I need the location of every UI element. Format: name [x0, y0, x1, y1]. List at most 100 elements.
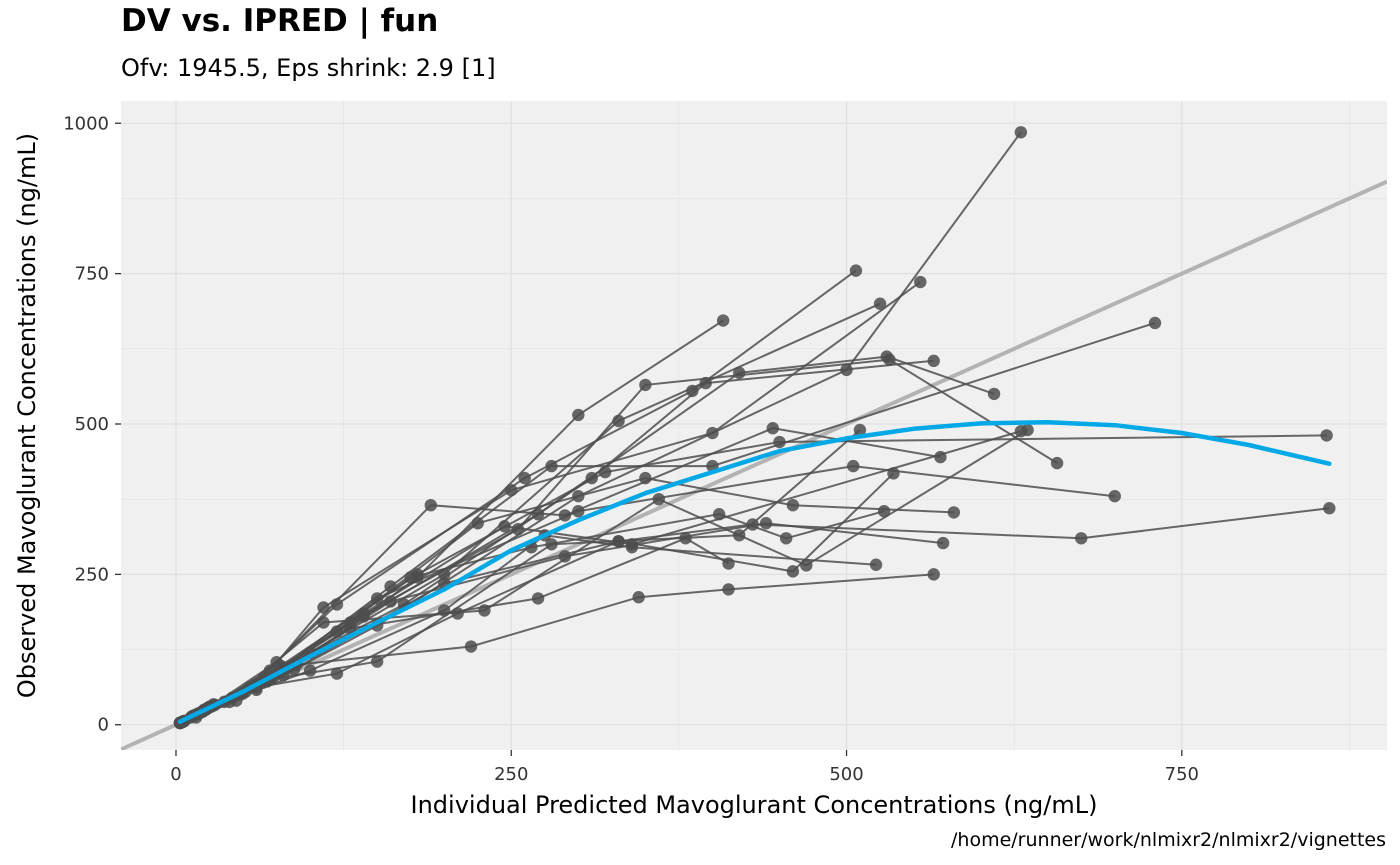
data-point [572, 489, 585, 503]
data-point [317, 616, 330, 629]
data-point [759, 517, 773, 530]
data-point [1323, 502, 1336, 515]
x-tick-label: 0 [170, 764, 181, 785]
y-tick-label: 250 [75, 564, 109, 585]
x-axis-title: Individual Predicted Mavoglurant Concent… [411, 791, 1098, 819]
data-point [464, 640, 478, 653]
data-point [558, 509, 572, 522]
data-point [438, 604, 451, 617]
data-point [531, 508, 545, 521]
data-point [471, 517, 484, 530]
y-tick-label: 0 [98, 715, 109, 736]
data-point [699, 376, 712, 390]
data-point [686, 384, 699, 398]
data-point [639, 378, 652, 392]
data-point [330, 598, 344, 611]
data-point [847, 459, 860, 473]
data-point [947, 506, 961, 519]
data-point [370, 655, 384, 668]
data-point [733, 529, 746, 542]
data-point [840, 363, 853, 377]
data-point [679, 532, 692, 545]
data-point [1148, 316, 1162, 330]
data-point [773, 435, 786, 449]
x-tick-label: 500 [829, 764, 863, 785]
data-point [1320, 429, 1333, 442]
data-point [518, 471, 531, 485]
data-point [330, 667, 344, 680]
data-point [384, 580, 397, 593]
data-point [800, 559, 813, 572]
x-tick-label: 750 [1165, 764, 1199, 785]
data-point [877, 505, 891, 518]
data-point [873, 297, 887, 310]
identity-line-layer [121, 179, 1387, 750]
data-point [505, 483, 518, 497]
data-point [558, 550, 572, 563]
data-point [869, 558, 883, 571]
data-point [1021, 423, 1034, 437]
data-point [716, 314, 730, 327]
data-point [927, 354, 940, 368]
y-axis-title: Observed Mavoglurant Concentrations (ng/… [13, 133, 41, 698]
y-tick-label: 1000 [63, 113, 109, 134]
data-point [572, 408, 585, 422]
data-point [438, 568, 451, 581]
data-point [330, 625, 344, 638]
data-point [451, 607, 464, 620]
data-point [712, 508, 726, 521]
data-point [404, 571, 417, 584]
data-point [498, 520, 511, 533]
axes: 0 250 500 750 0 250 500 750 1000 [63, 113, 1199, 785]
chart-subtitle: Ofv: 1945.5, Eps shrink: 2.9 [1] [121, 54, 496, 82]
data-point [927, 568, 940, 581]
data-point [936, 536, 950, 550]
smooth-curve-layer [177, 419, 1332, 724]
data-point [639, 471, 652, 485]
data-point [1050, 456, 1064, 470]
grid-lines [121, 101, 1387, 750]
data-point [883, 353, 896, 366]
data-point [344, 622, 357, 635]
data-point [424, 498, 437, 512]
data-point [853, 423, 867, 437]
x-tick-label: 250 [494, 764, 528, 785]
data-point [545, 459, 558, 473]
data-point [849, 264, 863, 277]
data-point [625, 541, 639, 554]
data-point [384, 595, 397, 608]
y-tick-label: 750 [75, 264, 109, 285]
data-point [652, 492, 665, 506]
data-point [511, 523, 525, 536]
data-point [612, 535, 625, 548]
data-point [1108, 489, 1121, 503]
data-point [612, 414, 625, 428]
data-point [722, 557, 735, 570]
data-point [733, 366, 746, 380]
data-point [887, 467, 900, 480]
data-point [478, 604, 491, 617]
data-point [766, 422, 779, 435]
data-point [598, 465, 612, 479]
y-tick-label: 500 [75, 414, 109, 435]
data-point [545, 538, 558, 551]
data-point [317, 601, 330, 614]
data-point [706, 426, 719, 440]
data-point [987, 387, 1001, 401]
data-point [585, 471, 598, 485]
identity-line [121, 179, 1387, 750]
smooth-curve [177, 419, 1332, 724]
data-point [786, 498, 800, 512]
data-point [722, 583, 735, 596]
chart-caption: /home/runner/work/nlmixr2/nlmixr2/vignet… [951, 829, 1386, 851]
data-point [370, 592, 384, 605]
data-point [357, 607, 370, 620]
data-point [934, 450, 947, 464]
data-point [1014, 126, 1028, 139]
chart-title: DV vs. IPRED | fun [121, 3, 439, 39]
data-point [746, 518, 759, 531]
data-point [632, 591, 645, 604]
data-point [303, 664, 317, 677]
data-point [914, 275, 927, 289]
